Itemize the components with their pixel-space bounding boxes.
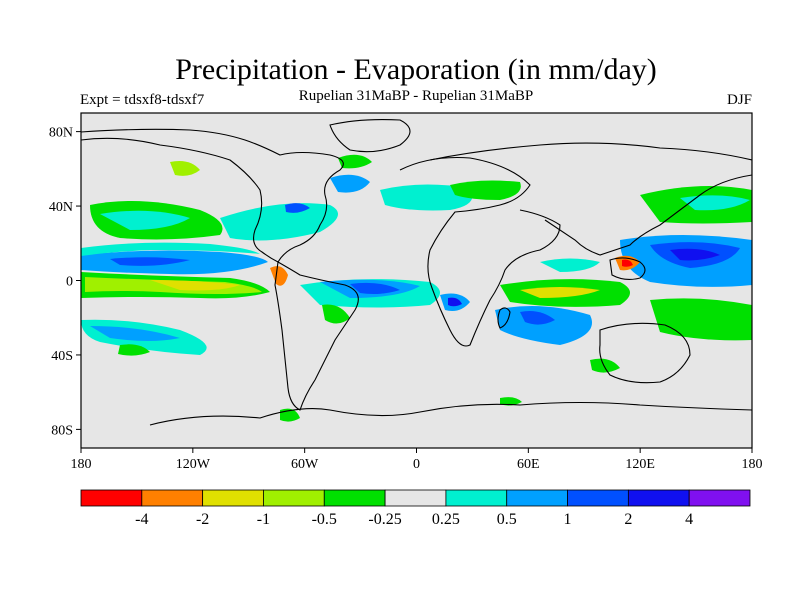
- field-patch-arabian-cyan: [540, 258, 600, 272]
- field-patch-borneo-red: [622, 259, 633, 267]
- lat-tick-label: 80N: [49, 126, 73, 141]
- map-title: Precipitation - Evaporation (in mm/day): [175, 53, 657, 86]
- field-patch-east-pacific-dark: [110, 257, 190, 266]
- coastline-asia: [429, 142, 752, 256]
- field-patch-north-atlantic-dark: [285, 203, 310, 213]
- colorbar-swatch: [202, 489, 264, 507]
- colorbar-swatch: [506, 489, 568, 507]
- field-patch-madagascar-dark: [520, 311, 555, 325]
- field-patch-equatorial-yellow: [150, 280, 240, 291]
- field-patch-atlantic-cyan: [380, 184, 473, 211]
- lon-tick-label: 180: [742, 457, 763, 472]
- field-patch-peru-orange: [270, 266, 288, 286]
- colorbar-swatch: [567, 489, 629, 507]
- lon-tick-label: 120E: [625, 457, 655, 472]
- coastline-maritime-continent: [609, 257, 646, 281]
- colorbar-label: -0.5: [312, 511, 337, 528]
- lon-tick-label: 60E: [517, 457, 540, 472]
- lon-tick-label: 120W: [176, 457, 211, 472]
- coastline-australia: [599, 322, 691, 384]
- colorbar-swatch: [445, 489, 508, 507]
- field-patch-north-atlantic-blue: [330, 174, 370, 193]
- field-patch-southern-africa-dark: [448, 297, 462, 307]
- lat-tick-label: 40N: [49, 200, 73, 215]
- field-patch-south-pacific-green: [118, 344, 150, 356]
- field-patch-tropical-atlantic-dark: [350, 282, 400, 294]
- colorbar-swatch: [323, 489, 386, 507]
- coastline-madagascar: [497, 307, 511, 329]
- colorbar-swatch: [141, 489, 204, 507]
- coastlines: [81, 119, 752, 426]
- colorbar: -4 -2 -1 -0.5 -0.25 0.25 0.5 1 2 4: [80, 489, 751, 528]
- field-patch-indian-yellow: [520, 287, 600, 298]
- axis-ticks: 80N 40N 0 40S 80S 180 120W 60W 0 60E 120E 180: [49, 126, 763, 472]
- map-subtitle: Rupelian 31MaBP - Rupelian 31MaBP: [298, 88, 534, 104]
- lon-tick-label: 180: [71, 457, 92, 472]
- field-patch-west-pacific-darker: [670, 248, 720, 261]
- lon-tick-label: 60W: [291, 457, 319, 472]
- season-label: DJF: [726, 92, 752, 108]
- colorbar-label: 0.5: [497, 511, 517, 528]
- colorbar-label: -0.25: [368, 511, 401, 528]
- lon-tick-label: 0: [413, 457, 420, 472]
- field-patch-north-pacific-cyan: [100, 210, 190, 230]
- colorbar-swatch: [263, 489, 325, 507]
- field-patch-brazil-green: [322, 304, 350, 324]
- field-patch-north-west-pacific-cyan: [680, 195, 750, 211]
- colorbar-swatch: [80, 489, 143, 507]
- colorbar-label: 4: [685, 511, 693, 528]
- field-patch-madagascar-blue: [495, 306, 592, 345]
- colorbar-swatch: [627, 489, 690, 507]
- experiment-label: Expt = tdsxf8-tdsxf7: [80, 92, 205, 108]
- lat-tick-label: 0: [66, 275, 73, 290]
- field-patch-australia-green: [590, 358, 620, 373]
- colorbar-label: -1: [257, 511, 270, 528]
- coastline-greenland: [329, 119, 411, 153]
- field-patch-north-pacific-lime: [170, 161, 200, 176]
- field-patch-southern-ocean-green: [500, 397, 522, 406]
- coastline-north-america: [81, 128, 344, 263]
- field-patch-mediterranean-green: [450, 180, 521, 200]
- field-patch-south-pacific-blue: [90, 326, 180, 341]
- field-patch-north-atlantic-cyan: [220, 203, 338, 241]
- lat-tick-label: 80S: [51, 423, 73, 438]
- colorbar-label: -4: [135, 511, 148, 528]
- coastline-antarctica: [149, 401, 752, 426]
- colorbar-swatch: [384, 489, 447, 507]
- colorbar-label: 0.25: [432, 511, 460, 528]
- colorbar-label: 1: [564, 511, 572, 528]
- lat-tick-label: 40S: [51, 349, 73, 364]
- field-patch-greenland-green: [338, 154, 372, 169]
- coastline-south-america: [274, 261, 359, 411]
- colorbar-label: 2: [624, 511, 632, 528]
- colorbar-swatch: [688, 489, 751, 507]
- coastline-africa-europe: [399, 157, 561, 347]
- field-patch-east-pacific-cyan: [81, 242, 260, 256]
- colorbar-label: -2: [196, 511, 209, 528]
